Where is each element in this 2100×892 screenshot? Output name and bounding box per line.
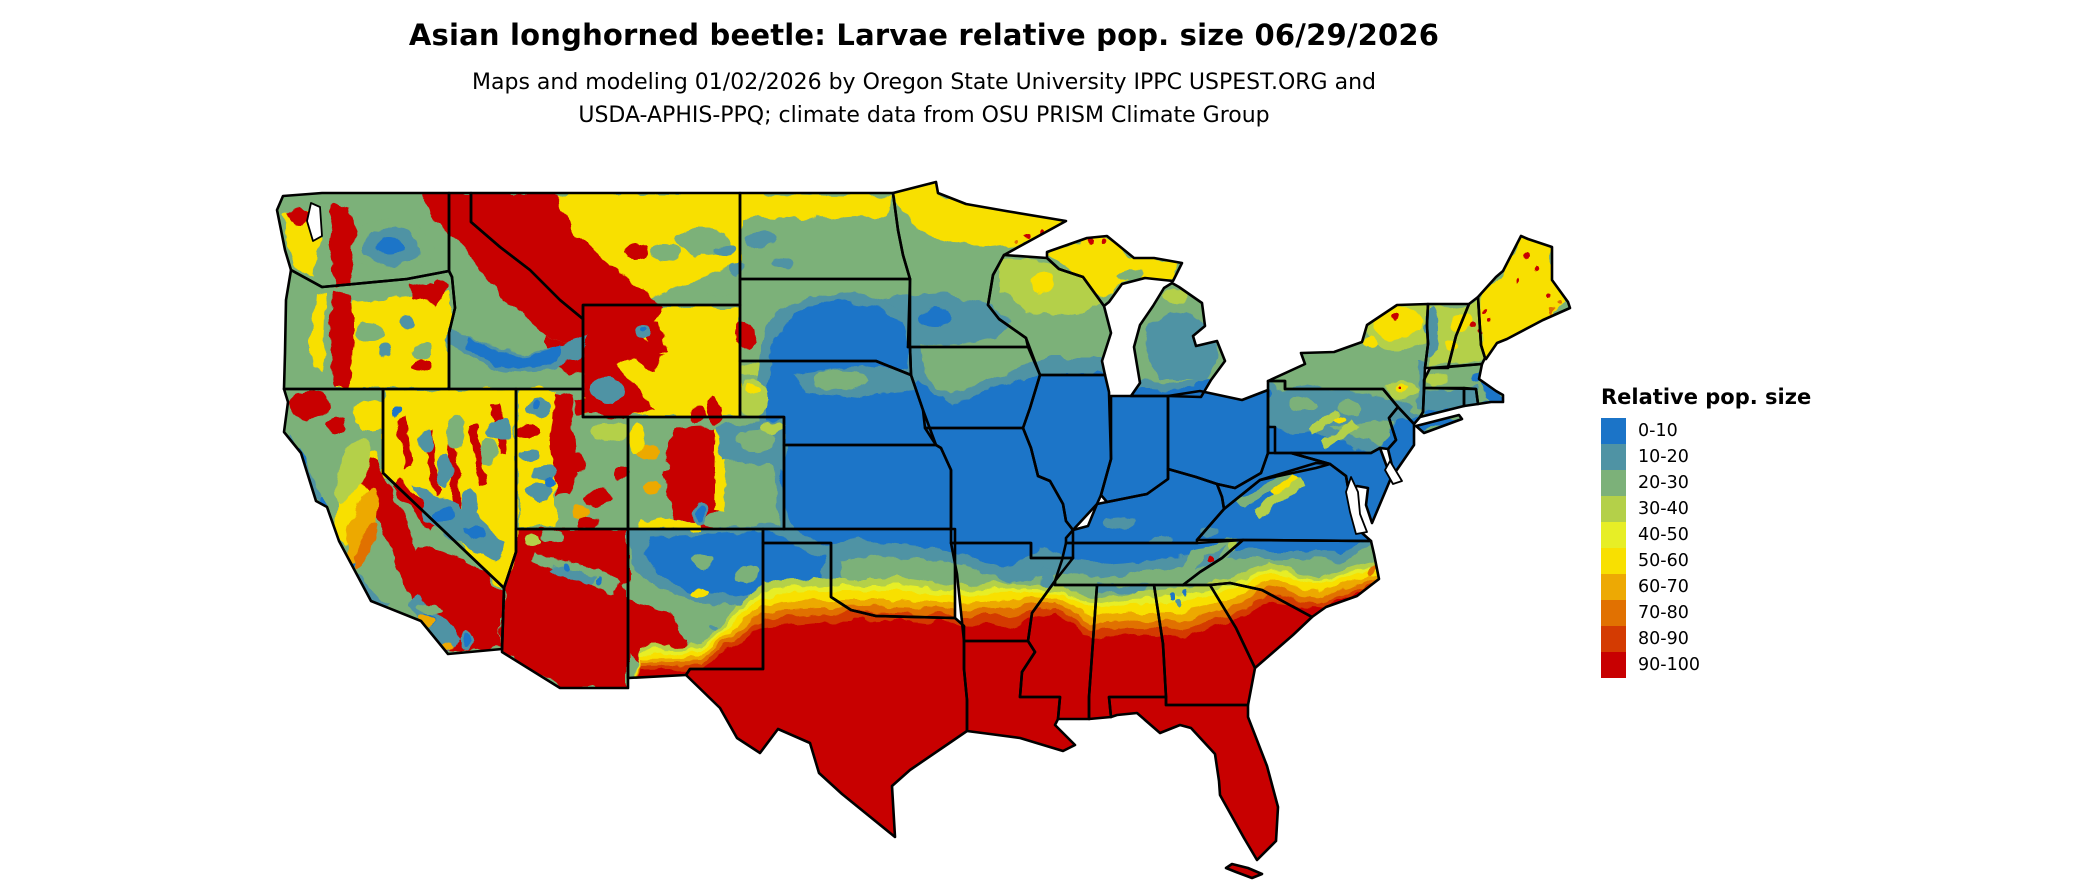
legend-label: 90-100 xyxy=(1638,655,1700,675)
page-title: Asian longhorned beetle: Larvae relative… xyxy=(408,18,1440,52)
legend-swatch xyxy=(1601,470,1626,496)
legend-title: Relative pop. size xyxy=(1601,385,1812,409)
legend-item: 40-50 xyxy=(1601,522,1811,548)
delaware-bay xyxy=(1384,460,1403,485)
legend-item: 70-80 xyxy=(1601,600,1811,626)
legend-item: 30-40 xyxy=(1601,496,1811,522)
legend-swatch xyxy=(1601,496,1626,522)
legend-swatch xyxy=(1601,574,1626,600)
legend-item: 10-20 xyxy=(1601,444,1811,470)
legend-label: 80-90 xyxy=(1638,629,1689,649)
legend-swatch xyxy=(1601,626,1626,652)
legend-label: 30-40 xyxy=(1638,499,1689,519)
chesapeake-bay xyxy=(1345,476,1368,535)
subtitle-line-2: USDA-APHIS-PPQ; climate data from OSU PR… xyxy=(578,103,1270,128)
map-subtitle: Maps and modeling 01/02/2026 by Oregon S… xyxy=(244,66,1604,132)
legend-label: 0-10 xyxy=(1638,421,1678,441)
legend-swatch xyxy=(1601,444,1626,470)
legend-label: 40-50 xyxy=(1638,525,1689,545)
legend-label: 50-60 xyxy=(1638,551,1689,571)
subtitle-line-1: Maps and modeling 01/02/2026 by Oregon S… xyxy=(472,70,1376,95)
legend-swatch xyxy=(1601,548,1626,574)
legend-items: 0-10 10-20 20-30 30-40 40-50 50-60 60-70 70-80 8… xyxy=(1601,418,1811,678)
legend-item: 90-100 xyxy=(1601,652,1811,678)
legend-item: 50-60 xyxy=(1601,548,1811,574)
legend-label: 60-70 xyxy=(1638,577,1689,597)
raster-shading-layer xyxy=(277,182,1570,878)
legend-swatch xyxy=(1601,600,1626,626)
water-overlays xyxy=(306,202,1403,535)
figure-header: Asian longhorned beetle: Larvae relative… xyxy=(244,18,1604,132)
legend-item: 20-30 xyxy=(1601,470,1811,496)
legend-item: 80-90 xyxy=(1601,626,1811,652)
map-legend: Relative pop. size 0-10 10-20 20-30 30-40 40… xyxy=(1601,385,1811,678)
puget-sound xyxy=(306,202,323,242)
legend-swatch xyxy=(1601,418,1626,444)
legend-item: 0-10 xyxy=(1601,418,1811,444)
legend-label: 20-30 xyxy=(1638,473,1689,493)
legend-swatch xyxy=(1601,652,1626,678)
legend-label: 70-80 xyxy=(1638,603,1689,623)
legend-swatch xyxy=(1601,522,1626,548)
legend-label: 10-20 xyxy=(1638,447,1689,467)
legend-item: 60-70 xyxy=(1601,574,1811,600)
